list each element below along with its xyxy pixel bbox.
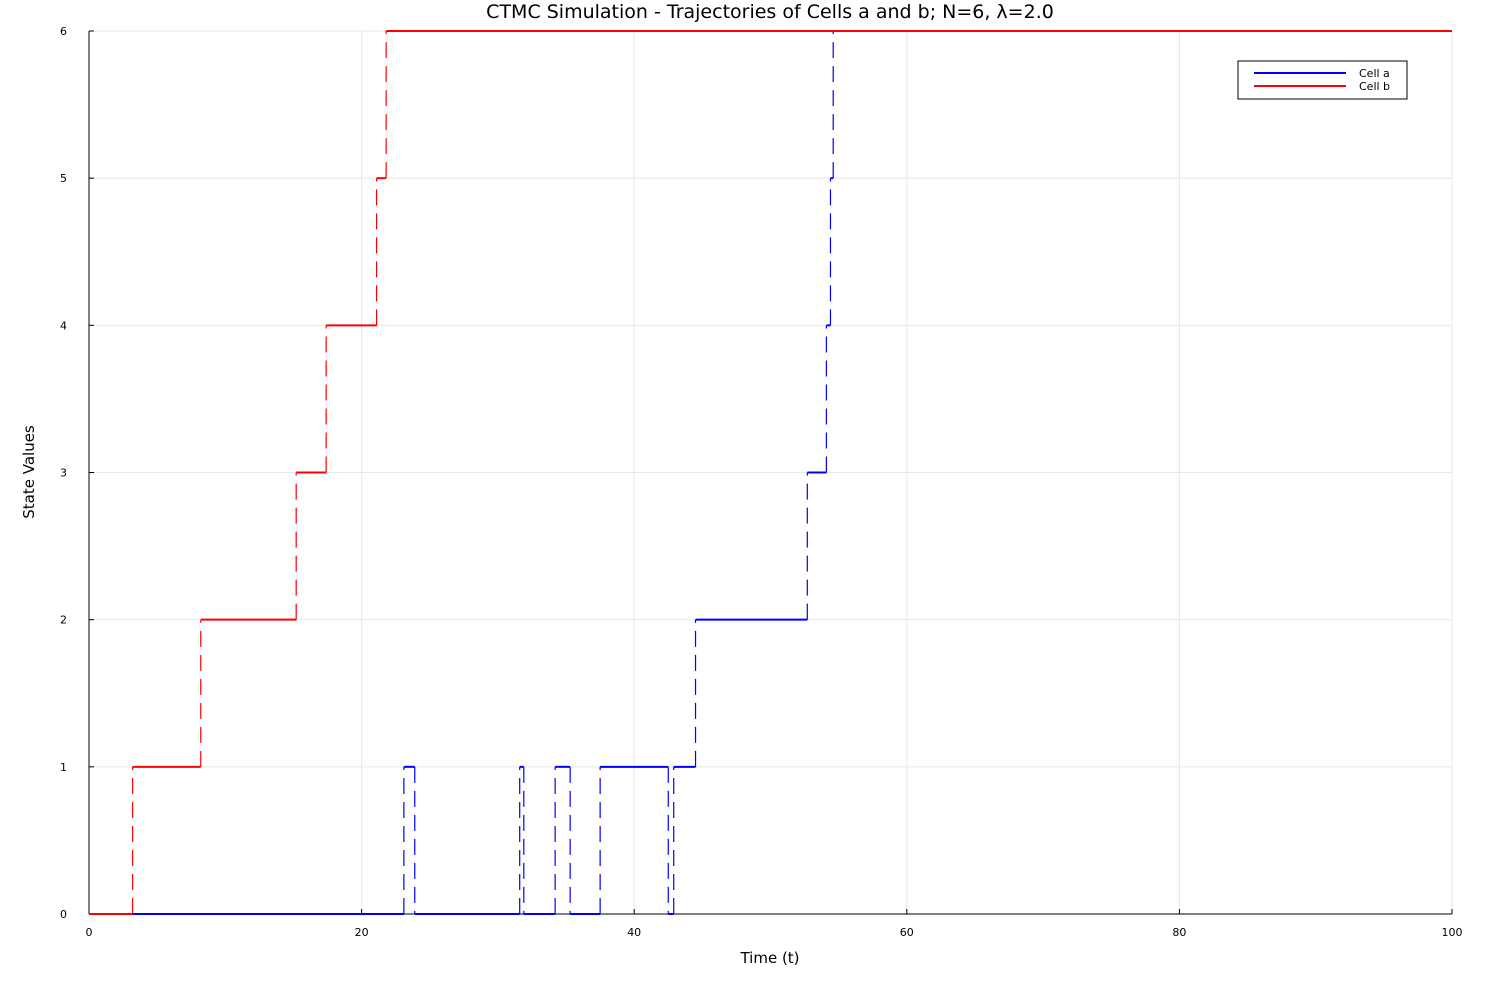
- y-axis-label: State Values: [20, 425, 38, 519]
- y-tick-label: 0: [60, 908, 67, 921]
- x-tick-label: 20: [355, 926, 369, 939]
- x-tick-label: 100: [1442, 926, 1463, 939]
- y-tick-label: 5: [60, 172, 67, 185]
- y-tick-label: 6: [60, 25, 67, 38]
- x-tick-label: 0: [86, 926, 93, 939]
- x-axis-label: Time (t): [739, 949, 799, 967]
- legend-label: Cell b: [1359, 80, 1390, 93]
- y-tick-label: 1: [60, 761, 67, 774]
- x-tick-label: 40: [627, 926, 641, 939]
- y-tick-label: 3: [60, 467, 67, 480]
- legend-box: [1237, 60, 1408, 100]
- chart-title: CTMC Simulation - Trajectories of Cells …: [486, 1, 1054, 23]
- y-tick-label: 4: [60, 319, 67, 332]
- grid: [88, 30, 1453, 915]
- legend-label: Cell a: [1359, 67, 1390, 80]
- series-cell-b: [89, 30, 1452, 915]
- x-tick-label: 80: [1172, 926, 1186, 939]
- y-tick-label: 2: [60, 614, 67, 627]
- x-tick-label: 60: [900, 926, 914, 939]
- axes: 0 20 40 60 80 100 0 1 2 3 4 5 6: [60, 25, 1463, 939]
- series-lines: [89, 30, 1452, 915]
